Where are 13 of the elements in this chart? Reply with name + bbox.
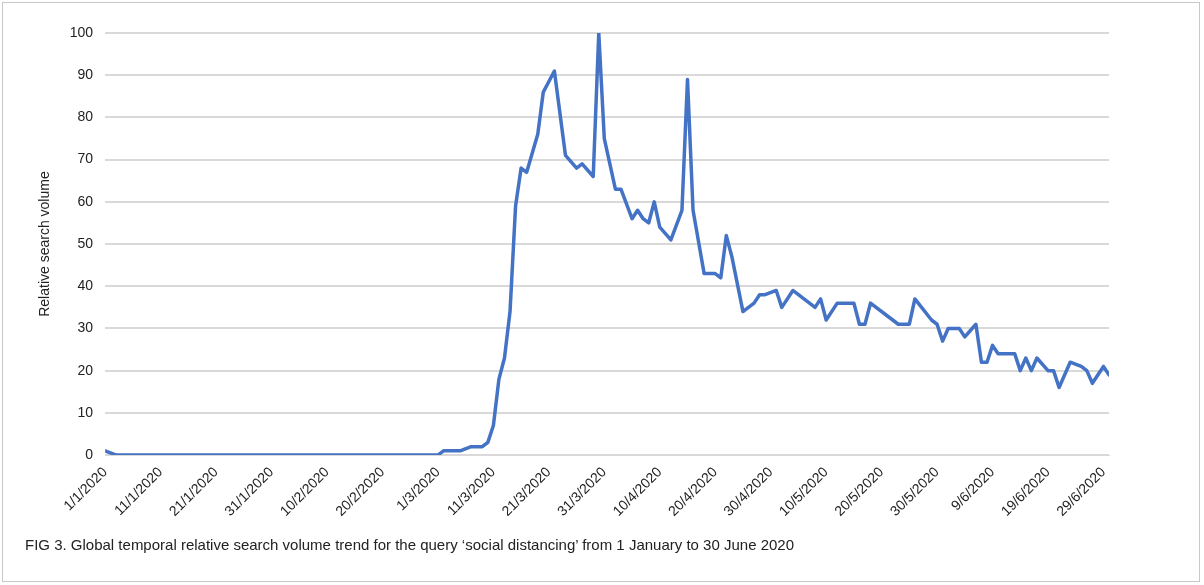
y-axis-title: Relative search volume (36, 171, 53, 317)
y-tick-label: 60 (77, 192, 94, 209)
y-tick-label: 90 (77, 66, 94, 83)
y-tick-label: 0 (85, 445, 94, 462)
y-tick-label: 30 (77, 319, 94, 336)
y-tick-label: 20 (77, 361, 94, 378)
y-tick-label: 100 (69, 23, 94, 40)
y-tick-label: 10 (77, 403, 94, 420)
y-tick-label: 50 (77, 234, 94, 251)
y-tick-label: 80 (77, 108, 94, 125)
y-tick-label: 70 (77, 150, 94, 167)
y-tick-label: 40 (77, 277, 94, 294)
caption: FIG 3. Global temporal relative search volume trend for the query ‘social distancing’ from 1 January to 30 June 2020 (25, 536, 795, 553)
